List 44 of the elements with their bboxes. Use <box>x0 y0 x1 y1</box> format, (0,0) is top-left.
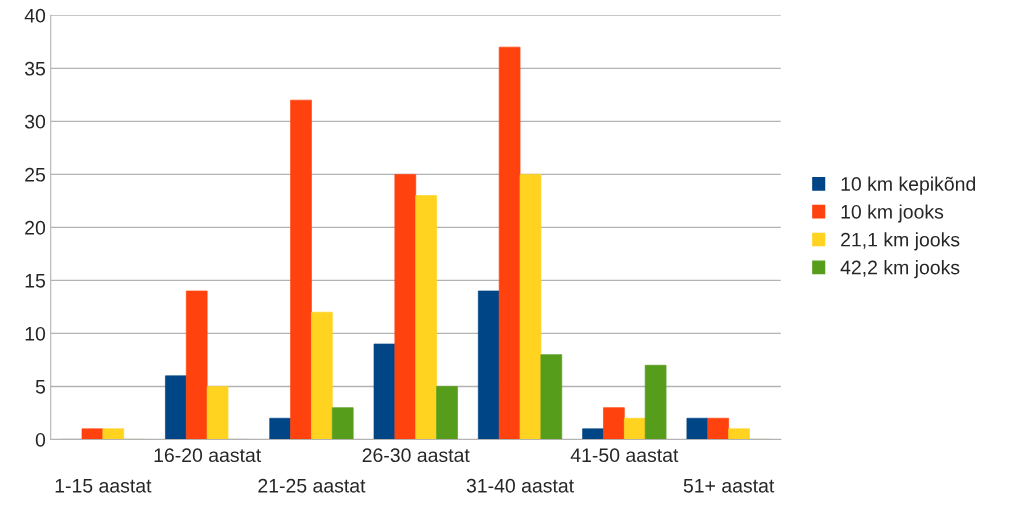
bar <box>603 407 625 440</box>
legend-label: 10 km jooks <box>841 204 944 223</box>
bar <box>644 364 667 440</box>
x-tick-label: 26-30 aastat <box>362 448 470 463</box>
bar <box>165 375 187 440</box>
bar <box>81 428 104 440</box>
x-tick-label: 16-20 aastat <box>154 448 262 463</box>
bar <box>206 386 229 440</box>
bar <box>707 417 729 440</box>
bar <box>477 290 500 440</box>
bar <box>269 417 291 440</box>
x-tick-label: 21-25 aastat <box>258 478 366 493</box>
y-tick-label: 25 <box>25 167 46 182</box>
x-tick-label: 41-50 aastat <box>570 448 679 463</box>
x-tick-label: 51+ aastat <box>683 479 775 493</box>
x-tick-label: 31-40 aastat <box>466 478 574 493</box>
y-tick-label: 10 <box>25 326 46 341</box>
y-tick-label: 20 <box>25 220 46 235</box>
bar <box>582 428 604 440</box>
legend-label: 21,1 km jooks <box>841 232 960 251</box>
bar <box>436 386 458 440</box>
bar <box>415 195 437 440</box>
bar <box>290 99 312 440</box>
bar <box>102 428 125 440</box>
y-tick-label: 15 <box>25 274 46 288</box>
y-tick-label: 0 <box>35 432 46 447</box>
legend-label: 10 km kepikõnd <box>841 176 976 195</box>
bar <box>394 174 417 440</box>
bar <box>686 417 709 440</box>
bar <box>498 46 521 440</box>
bar <box>728 428 750 440</box>
bar <box>623 417 646 440</box>
bar <box>519 174 542 440</box>
y-tick-label: 5 <box>35 380 46 394</box>
bar <box>331 407 354 440</box>
y-tick-label: 35 <box>24 61 46 76</box>
bar <box>185 290 208 440</box>
x-tick-label: 1-15 aastat <box>55 479 152 493</box>
bar <box>311 311 333 440</box>
legend-label: 42,2 km jooks <box>840 260 960 279</box>
bar <box>373 343 396 440</box>
y-tick-label: 40 <box>24 8 46 23</box>
y-tick-label: 30 <box>24 114 46 129</box>
bar <box>540 354 563 440</box>
